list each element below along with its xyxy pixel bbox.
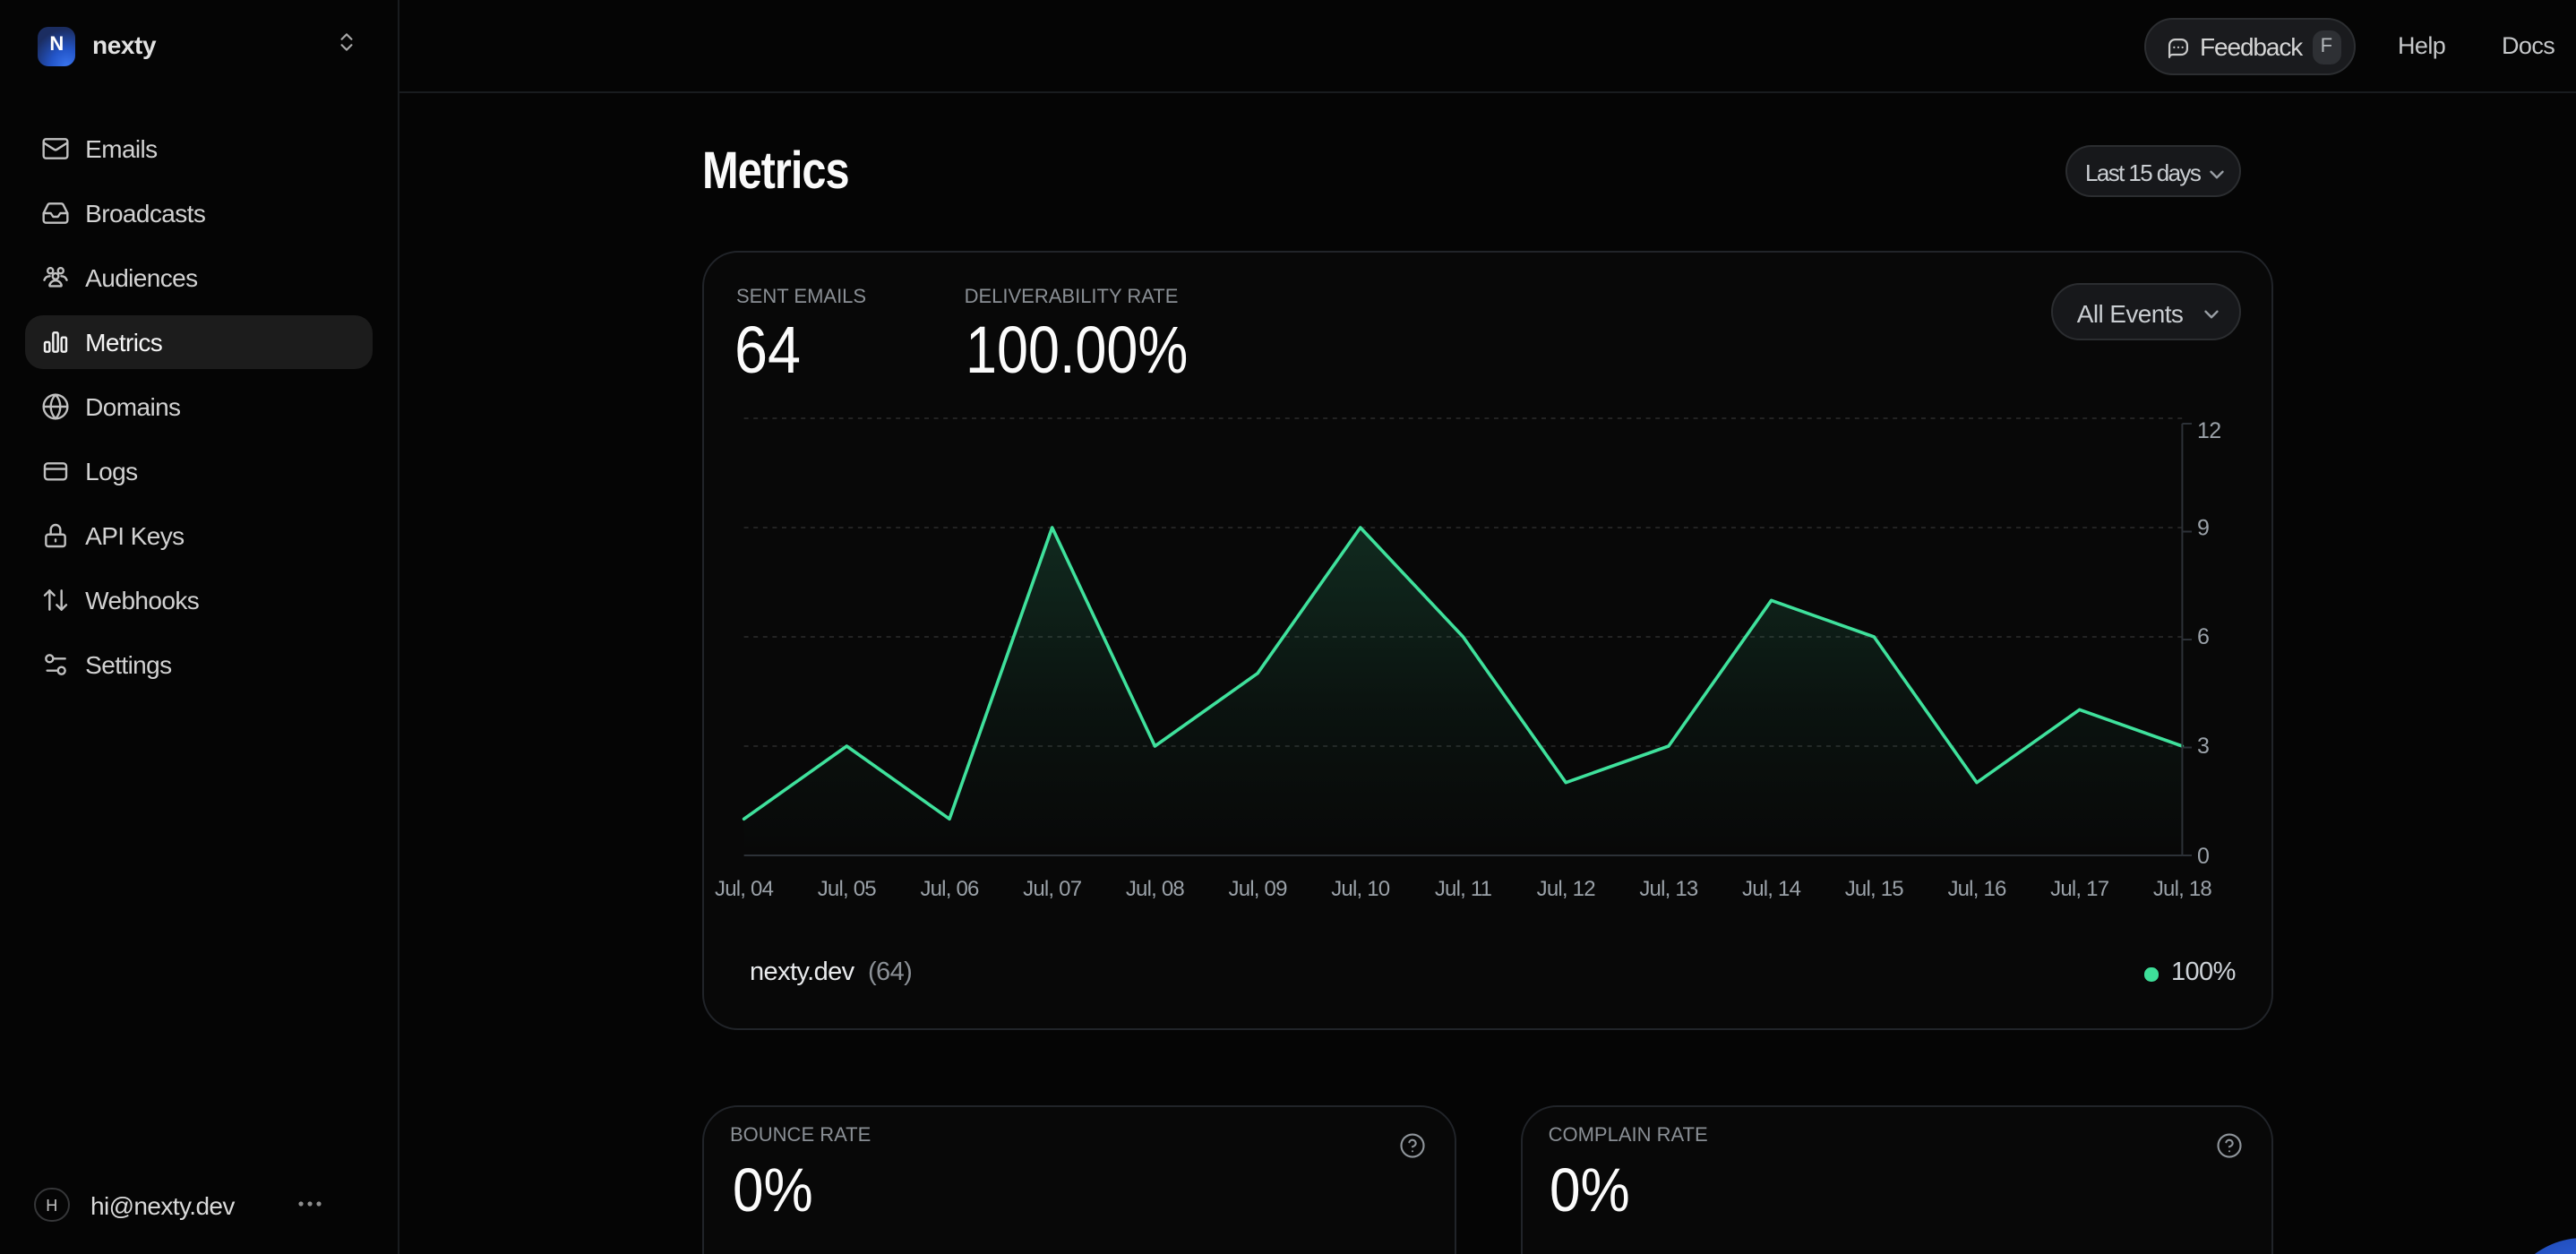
svg-text:Jul, 13: Jul, 13 xyxy=(1639,877,1698,901)
svg-text:12: 12 xyxy=(2197,418,2221,443)
svg-text:Jul, 10: Jul, 10 xyxy=(1331,877,1390,901)
svg-text:Jul, 18: Jul, 18 xyxy=(2153,877,2212,901)
svg-text:Jul, 17: Jul, 17 xyxy=(2050,877,2109,901)
svg-text:Jul, 14: Jul, 14 xyxy=(1742,877,1801,901)
svg-text:Jul, 16: Jul, 16 xyxy=(1947,877,2006,901)
svg-text:6: 6 xyxy=(2197,624,2209,649)
svg-text:Jul, 07: Jul, 07 xyxy=(1023,877,1082,901)
svg-text:Jul, 15: Jul, 15 xyxy=(1845,877,1904,901)
svg-text:Jul, 11: Jul, 11 xyxy=(1435,877,1492,901)
svg-text:3: 3 xyxy=(2197,734,2209,759)
svg-text:Jul, 09: Jul, 09 xyxy=(1229,877,1288,901)
svg-text:Jul, 06: Jul, 06 xyxy=(920,877,979,901)
svg-text:Jul, 04: Jul, 04 xyxy=(715,877,774,901)
svg-text:Jul, 05: Jul, 05 xyxy=(818,877,877,901)
svg-text:Jul, 12: Jul, 12 xyxy=(1537,877,1596,901)
svg-text:Jul, 08: Jul, 08 xyxy=(1126,877,1185,901)
svg-text:9: 9 xyxy=(2197,516,2209,541)
svg-text:0: 0 xyxy=(2197,844,2209,869)
